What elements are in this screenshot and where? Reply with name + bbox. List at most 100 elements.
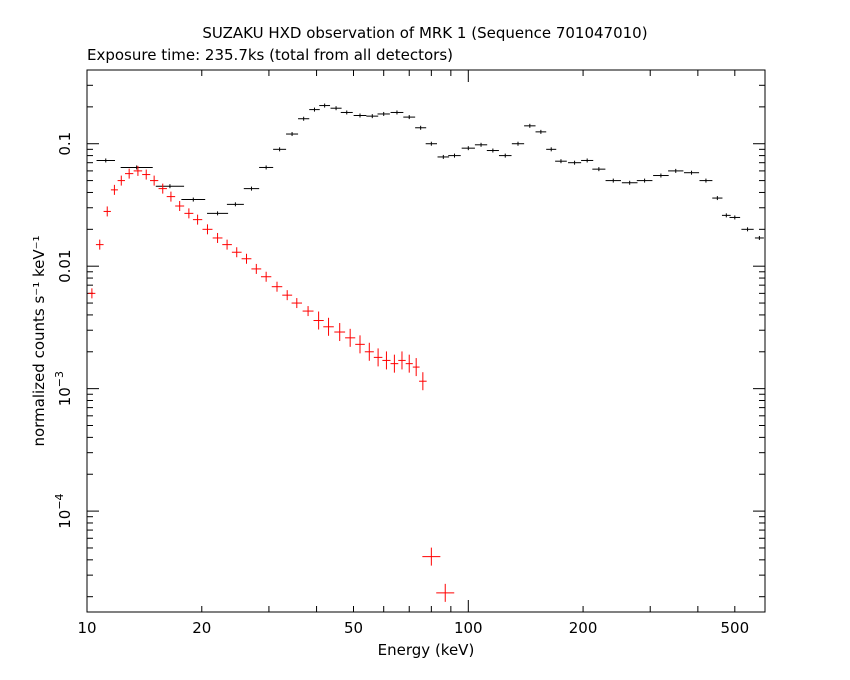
data-point bbox=[202, 224, 213, 235]
data-point bbox=[653, 173, 669, 178]
data-point bbox=[398, 351, 406, 370]
data-point bbox=[110, 184, 118, 195]
data-point bbox=[382, 351, 391, 370]
data-point bbox=[729, 215, 741, 220]
data-point bbox=[96, 158, 115, 163]
data-point bbox=[699, 178, 713, 183]
data-point bbox=[461, 146, 475, 151]
y-tick-label: 0.1 bbox=[56, 132, 74, 156]
data-point bbox=[334, 323, 346, 342]
data-point bbox=[271, 281, 283, 292]
data-point bbox=[313, 311, 324, 330]
data-point bbox=[155, 184, 185, 189]
data-point bbox=[181, 197, 206, 202]
data-point bbox=[605, 178, 621, 183]
data-point bbox=[158, 183, 167, 194]
data-point bbox=[405, 354, 413, 373]
x-tick-label: 10 bbox=[77, 619, 96, 637]
y-tick-label: 0.01 bbox=[56, 249, 74, 282]
data-point bbox=[95, 239, 104, 250]
data-point bbox=[226, 202, 244, 207]
data-point bbox=[273, 147, 287, 152]
data-point bbox=[448, 153, 461, 158]
data-point bbox=[568, 160, 582, 165]
data-point bbox=[524, 123, 536, 128]
data-point bbox=[555, 159, 567, 164]
data-point bbox=[668, 168, 684, 173]
x-tick-labels: 10 20 50 100 200 500 bbox=[77, 619, 749, 637]
svg-text:10−4: 10−4 bbox=[53, 493, 74, 528]
data-point bbox=[166, 191, 176, 202]
data-point bbox=[419, 372, 427, 391]
svg-text:0.1: 0.1 bbox=[56, 132, 74, 156]
data-point bbox=[721, 213, 731, 218]
data-point bbox=[120, 165, 153, 170]
data-point bbox=[88, 288, 96, 299]
data-point bbox=[486, 148, 499, 153]
data-point bbox=[683, 170, 700, 175]
data-point bbox=[175, 201, 185, 212]
y-axis-label: normalized counts s⁻¹ keV⁻¹ bbox=[30, 235, 48, 446]
x-tick-label: 20 bbox=[192, 619, 211, 637]
data-point bbox=[330, 106, 342, 111]
data-point bbox=[243, 186, 260, 191]
data-point bbox=[754, 235, 764, 240]
data-point bbox=[184, 208, 194, 219]
data-series bbox=[88, 103, 764, 602]
data-point bbox=[592, 167, 606, 172]
data-point bbox=[436, 583, 455, 602]
data-point bbox=[377, 111, 390, 116]
data-point bbox=[251, 263, 262, 274]
data-point bbox=[415, 125, 427, 130]
data-point bbox=[282, 290, 293, 301]
data-point bbox=[207, 211, 229, 216]
data-point bbox=[222, 239, 232, 250]
data-point bbox=[546, 147, 557, 152]
data-point bbox=[511, 141, 525, 146]
data-point bbox=[323, 317, 334, 336]
series-1 bbox=[88, 165, 455, 602]
data-point bbox=[286, 132, 299, 137]
data-point bbox=[212, 232, 223, 243]
data-point bbox=[474, 142, 488, 147]
data-point bbox=[125, 168, 134, 179]
data-point bbox=[403, 115, 416, 120]
data-point bbox=[259, 165, 274, 170]
data-point bbox=[636, 178, 653, 183]
data-point bbox=[390, 354, 399, 373]
data-point bbox=[712, 196, 723, 201]
data-point bbox=[241, 253, 252, 264]
data-point bbox=[741, 227, 754, 232]
data-point bbox=[425, 141, 438, 146]
data-point bbox=[142, 169, 151, 180]
y-tick-label: 10−3 bbox=[53, 371, 74, 406]
data-point bbox=[364, 342, 374, 361]
x-tick-label: 200 bbox=[569, 619, 598, 637]
data-point bbox=[309, 107, 320, 112]
data-point bbox=[373, 348, 383, 367]
data-point bbox=[412, 358, 420, 377]
data-point bbox=[390, 110, 404, 115]
data-point bbox=[422, 547, 441, 566]
data-point bbox=[117, 175, 125, 186]
data-point bbox=[345, 328, 356, 347]
x-tick-label: 500 bbox=[720, 619, 749, 637]
chart-title: SUZAKU HXD observation of MRK 1 (Sequenc… bbox=[202, 24, 647, 42]
data-point bbox=[133, 165, 143, 176]
data-point bbox=[319, 103, 331, 108]
x-tick-label: 100 bbox=[454, 619, 483, 637]
data-point bbox=[353, 113, 367, 118]
data-point bbox=[437, 154, 450, 159]
data-point bbox=[340, 110, 353, 115]
chart-subtitle: Exposure time: 235.7ks (total from all d… bbox=[87, 46, 453, 64]
data-point bbox=[103, 206, 111, 217]
plot-frame bbox=[86, 69, 766, 613]
y-tick-label: 10−4 bbox=[53, 493, 74, 528]
data-point bbox=[231, 247, 242, 258]
data-point bbox=[535, 129, 547, 134]
series-0 bbox=[96, 103, 764, 240]
x-axis-label: Energy (keV) bbox=[378, 641, 475, 659]
svg-text:10−3: 10−3 bbox=[53, 371, 74, 406]
data-point bbox=[260, 271, 272, 282]
data-point bbox=[621, 180, 638, 185]
